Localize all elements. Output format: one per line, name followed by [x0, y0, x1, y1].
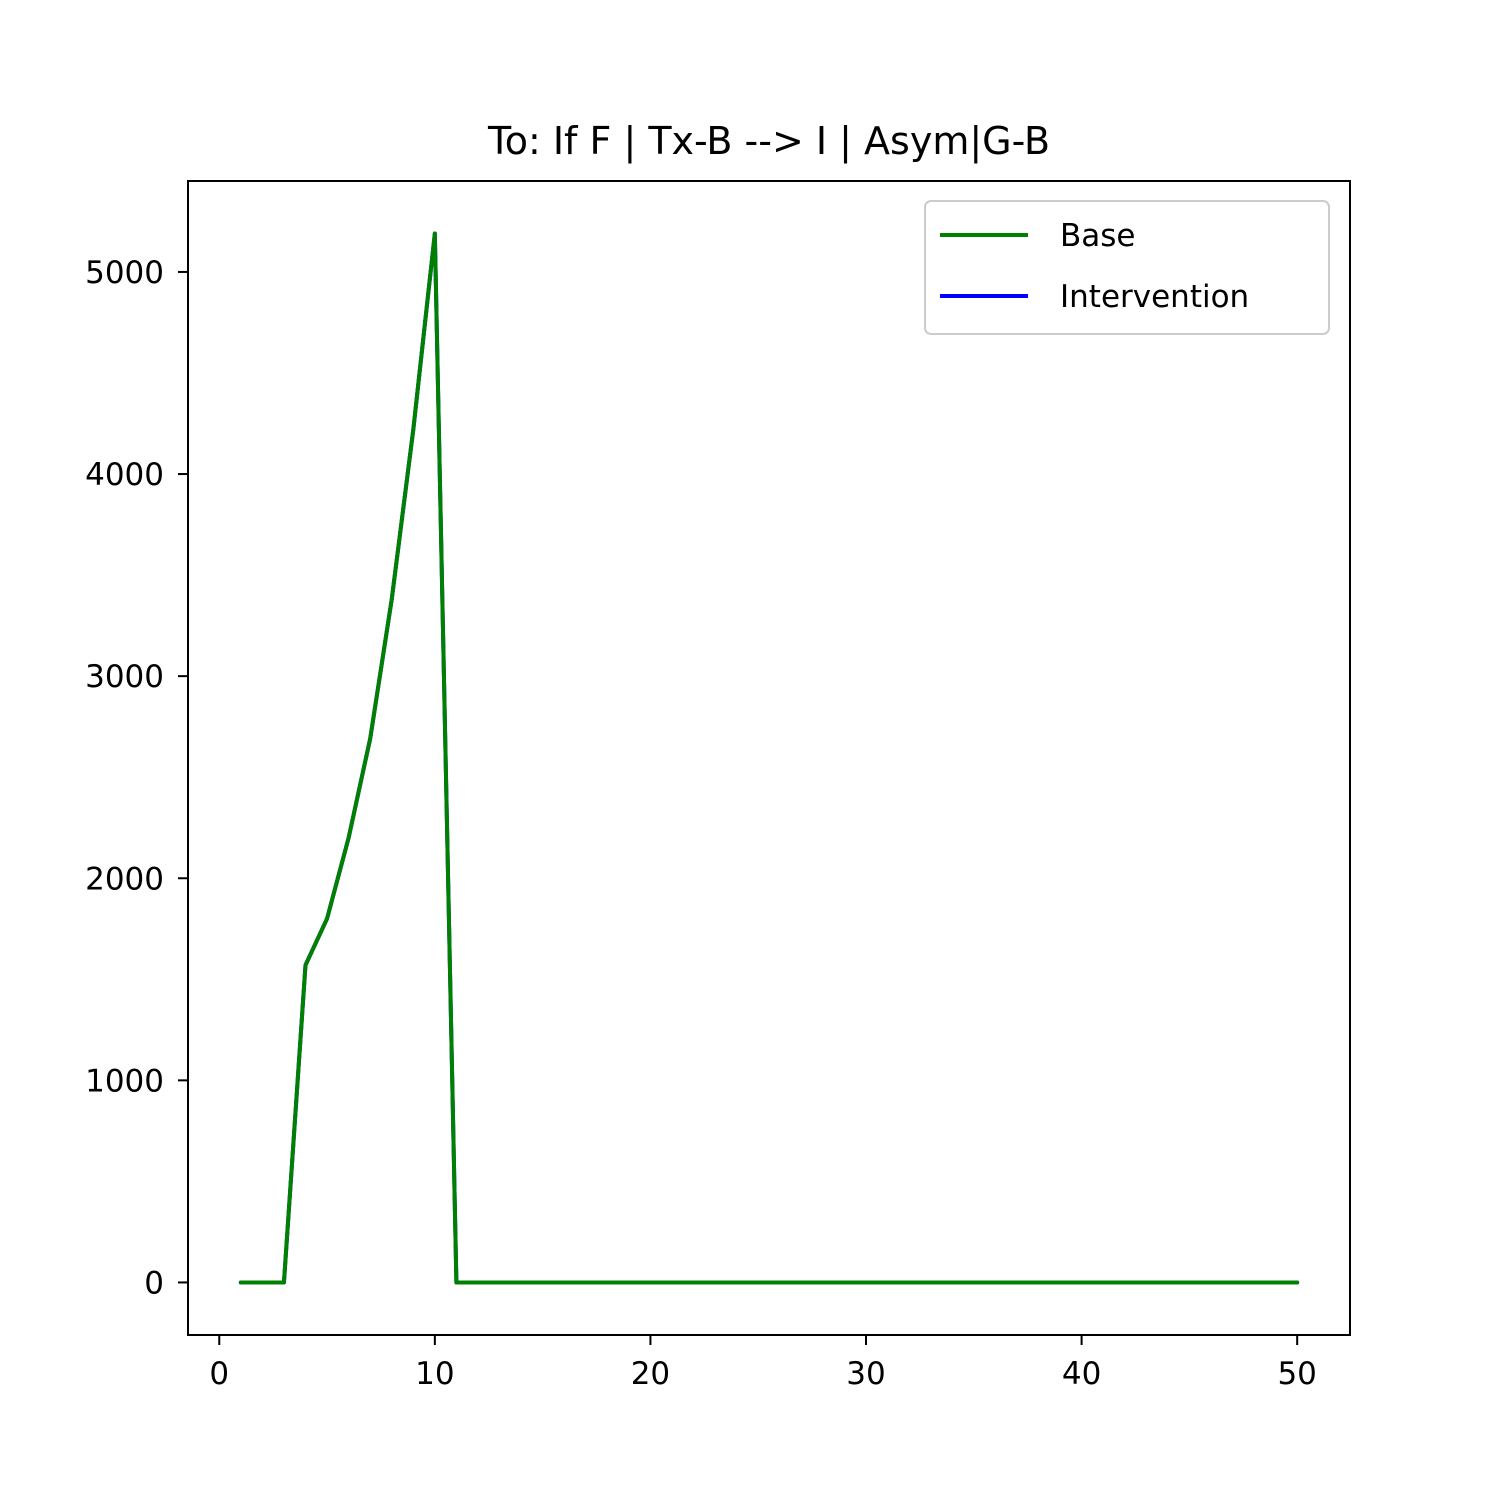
- y-tick-label: 4000: [85, 457, 164, 493]
- series-layer: [238, 231, 1300, 1285]
- x-axis: 0 10 20 30 40 50: [209, 1335, 1317, 1392]
- legend-label-intervention: Intervention: [1060, 279, 1249, 315]
- y-tick-label: 2000: [85, 861, 164, 897]
- y-axis: 0 1000 2000 3000 4000 5000: [85, 255, 188, 1301]
- plot-area: [188, 181, 1350, 1335]
- y-tick-label: 0: [144, 1265, 164, 1301]
- series-line-base: [238, 231, 1300, 1285]
- plot-frame: [187, 180, 1351, 1336]
- x-tick-label: 40: [1062, 1356, 1101, 1392]
- y-tick-label: 3000: [85, 659, 164, 695]
- y-tick-label: 5000: [85, 255, 164, 291]
- x-tick-label: 10: [415, 1356, 454, 1392]
- x-tick-label: 30: [846, 1356, 885, 1392]
- legend-label-base: Base: [1060, 218, 1136, 254]
- chart-title: To: If F | Tx-B --> I | Asym|G-B: [487, 119, 1050, 164]
- y-tick-label: 1000: [85, 1063, 164, 1099]
- legend: Base Intervention: [924, 200, 1330, 335]
- x-tick-label: 0: [209, 1356, 229, 1392]
- x-tick-label: 20: [631, 1356, 670, 1392]
- x-tick-label: 50: [1277, 1356, 1316, 1392]
